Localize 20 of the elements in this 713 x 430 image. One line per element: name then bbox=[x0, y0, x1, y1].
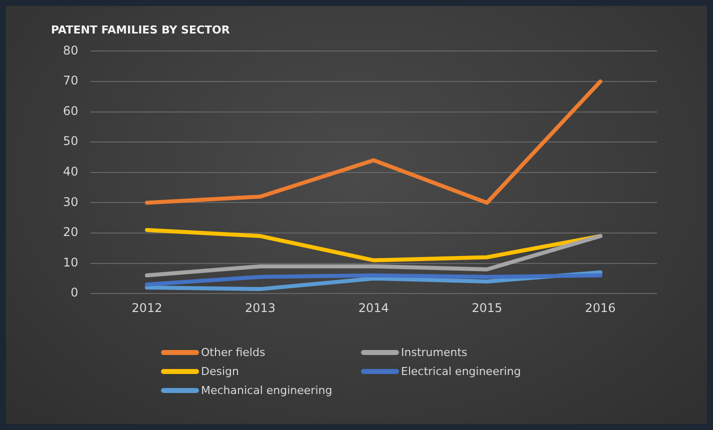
x-tick-label: 2014 bbox=[358, 300, 389, 315]
x-tick-label: 2016 bbox=[585, 300, 616, 315]
y-tick-label: 60 bbox=[62, 104, 78, 118]
y-tick-label: 10 bbox=[62, 255, 78, 270]
y-tick-label: 20 bbox=[62, 225, 78, 240]
chart-title: PATENT FAMILIES BY SECTOR bbox=[51, 23, 230, 36]
legend-label: Electrical engineering bbox=[401, 365, 521, 378]
legend-label: Mechanical engineering bbox=[201, 384, 332, 397]
legend-label: Design bbox=[201, 365, 239, 378]
x-tick-label: 2015 bbox=[472, 300, 502, 315]
y-tick-label: 40 bbox=[62, 164, 78, 179]
x-tick-label: 2013 bbox=[245, 300, 276, 315]
legend-label: Instruments bbox=[401, 346, 468, 359]
y-tick-label: 80 bbox=[62, 43, 78, 58]
y-tick-label: 50 bbox=[62, 134, 78, 148]
x-tick-label: 2012 bbox=[132, 300, 162, 315]
y-tick-label: 30 bbox=[62, 194, 78, 209]
y-tick-label: 0 bbox=[70, 286, 78, 300]
legend-label: Other fields bbox=[201, 346, 266, 359]
y-tick-label: 70 bbox=[62, 74, 78, 88]
